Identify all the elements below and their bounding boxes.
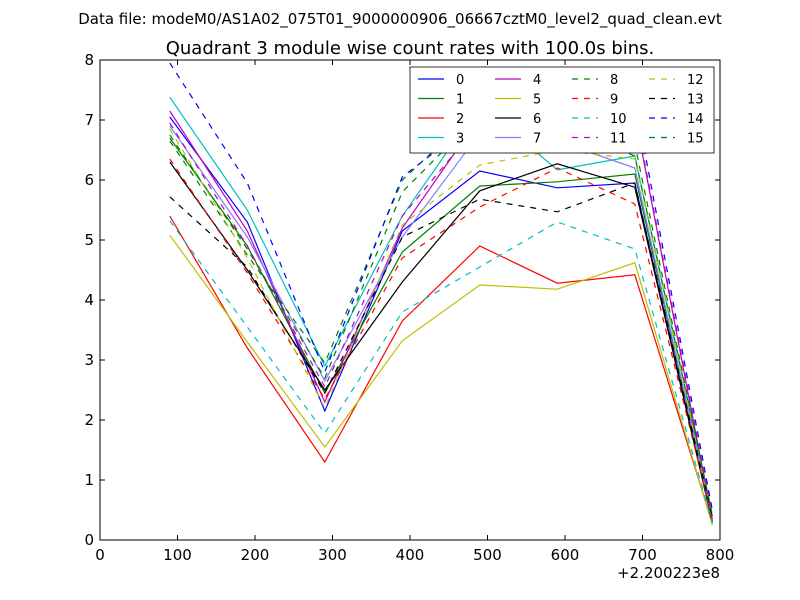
y-tick-label: 8: [84, 51, 94, 69]
legend-label-11: 11: [610, 132, 627, 147]
x-tick-label: 800: [706, 546, 735, 564]
y-tick-label: 2: [84, 411, 94, 429]
series-line-11: [169, 110, 713, 517]
y-tick-label: 3: [84, 351, 94, 369]
legend-label-14: 14: [687, 112, 704, 127]
chart-suptitle: Data file: modeM0/AS1A02_075T01_90000009…: [78, 10, 722, 29]
x-tick-label: 400: [396, 546, 425, 564]
legend-label-2: 2: [456, 112, 464, 127]
y-tick-label: 1: [84, 471, 94, 489]
x-tick-label: 100: [163, 546, 192, 564]
legend-box: [409, 66, 715, 154]
y-tick-label: 0: [84, 531, 94, 549]
legend-label-12: 12: [687, 73, 704, 88]
legend-label-13: 13: [687, 93, 704, 108]
legend-label-1: 1: [456, 93, 464, 108]
legend-label-3: 3: [456, 132, 464, 147]
series-line-7: [169, 125, 713, 521]
y-tick-label: 5: [84, 231, 94, 249]
series-layer: [169, 62, 713, 526]
legend-label-4: 4: [533, 73, 541, 88]
legend-label-0: 0: [456, 73, 464, 88]
x-tick-label: 0: [95, 546, 105, 564]
legend-label-10: 10: [610, 112, 627, 127]
legend-label-6: 6: [533, 112, 541, 127]
y-tick-label: 6: [84, 171, 94, 189]
series-line-3: [169, 96, 713, 517]
y-tick-label: 7: [84, 111, 94, 129]
legend-label-15: 15: [687, 132, 704, 147]
x-tick-label: 700: [628, 546, 657, 564]
x-tick-label: 500: [473, 546, 502, 564]
legend-label-7: 7: [533, 132, 541, 147]
x-tick-label: 300: [318, 546, 347, 564]
legend-label-5: 5: [533, 93, 541, 108]
series-line-6: [169, 161, 713, 523]
series-line-5: [169, 234, 713, 526]
x-tick-label: 200: [241, 546, 270, 564]
y-tick-label: 4: [84, 291, 94, 309]
chart-title: Quadrant 3 module wise count rates with …: [166, 38, 655, 59]
x-tick-label: 600: [551, 546, 580, 564]
x-offset-label: +2.200223e8: [617, 564, 720, 582]
series-line-12: [169, 128, 713, 517]
series-line-9: [169, 158, 713, 520]
series-line-2: [169, 215, 713, 524]
legend-label-9: 9: [610, 93, 618, 108]
plot-frame: [99, 59, 721, 541]
legend-label-8: 8: [610, 73, 618, 88]
series-line-13: [169, 182, 713, 518]
